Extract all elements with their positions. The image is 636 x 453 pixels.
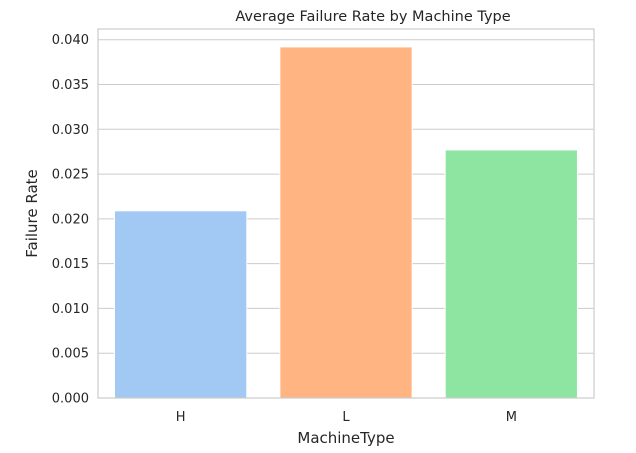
bars [114,46,578,399]
y-tick-label: 0.005 [52,347,89,362]
plot-frame [97,28,595,399]
y-tick-label: 0.010 [52,302,89,317]
y-tick-label: 0.000 [52,392,89,407]
x-tick-label: L [342,410,350,425]
x-tick-label: H [176,410,186,425]
chart-title: Average Failure Rate by Machine Type [235,9,510,25]
bar-l [279,46,413,399]
y-tick-label: 0.025 [52,168,89,183]
y-tick-label: 0.015 [52,257,89,272]
y-tick-label: 0.030 [52,123,89,138]
x-axis-label: MachineType [297,429,394,447]
x-tick-label: M [506,410,517,425]
y-tick-label: 0.020 [52,212,89,227]
y-axis-label: Failure Rate [23,169,41,258]
bar-h [114,210,248,399]
bar-m [444,149,578,399]
y-tick-label: 0.035 [52,78,89,93]
y-tick-labels: 0.000 0.005 0.010 0.015 0.020 0.025 0.030 0.035… [52,33,89,406]
y-tick-label: 0.040 [52,33,89,48]
